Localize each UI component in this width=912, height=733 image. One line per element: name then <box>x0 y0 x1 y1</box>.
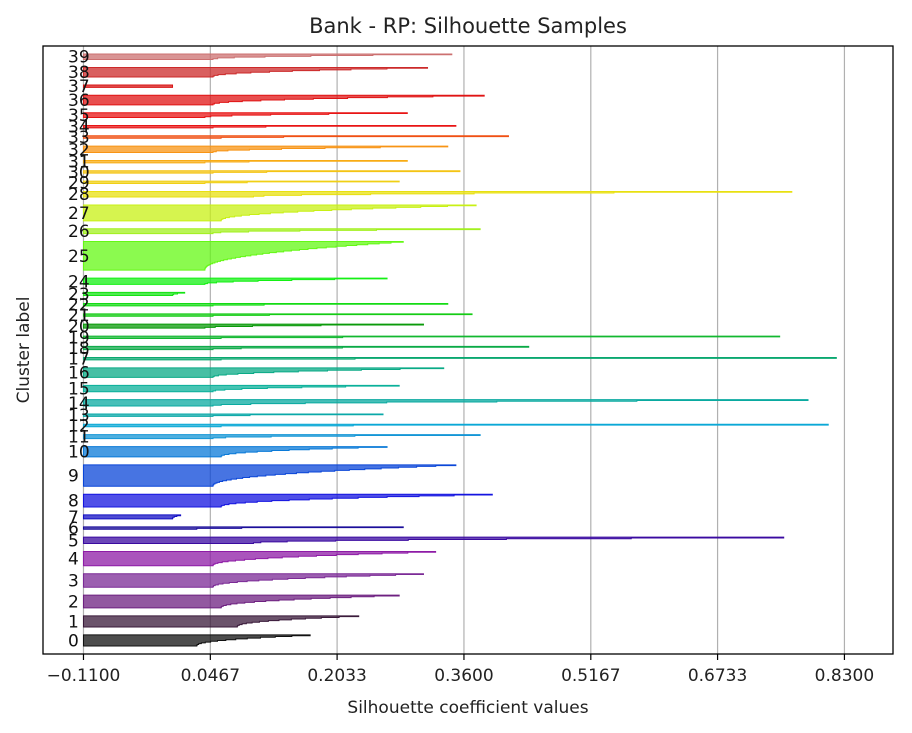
y-axis-label: Cluster label <box>14 297 34 404</box>
cluster-label-29: 29 <box>68 173 90 193</box>
silhouette-cluster-38 <box>82 66 429 78</box>
cluster-label-25: 25 <box>68 247 90 267</box>
silhouette-cluster-25 <box>82 241 404 271</box>
cluster-label-27: 27 <box>68 204 90 224</box>
silhouette-cluster-31 <box>82 159 408 164</box>
plot-frame <box>42 45 894 655</box>
silhouette-cluster-29 <box>82 180 400 184</box>
silhouette-cluster-34 <box>82 124 457 129</box>
chart-title: Bank - RP: Silhouette Samples <box>309 14 627 38</box>
cluster-labels: 0123456789101112131415161718192021222324… <box>68 48 90 652</box>
x-tick-label: 0.5167 <box>561 666 620 686</box>
silhouette-cluster-4 <box>82 550 437 567</box>
silhouette-plot-area <box>82 53 837 647</box>
x-tick-label: −0.1100 <box>47 666 121 686</box>
cluster-label-10: 10 <box>68 443 90 463</box>
silhouette-cluster-10 <box>82 446 388 458</box>
silhouette-cluster-1 <box>82 615 360 628</box>
silhouette-cluster-36 <box>82 94 485 106</box>
cluster-label-23: 23 <box>68 285 90 305</box>
x-tick-label: 0.6733 <box>688 666 747 686</box>
silhouette-cluster-28 <box>82 190 793 198</box>
silhouette-cluster-3 <box>82 573 424 588</box>
silhouette-cluster-39 <box>82 53 453 61</box>
silhouette-cluster-21 <box>82 313 473 317</box>
x-tick-label: 0.2033 <box>307 666 366 686</box>
cluster-label-17: 17 <box>68 350 90 370</box>
cluster-label-16: 16 <box>68 364 90 384</box>
silhouette-cluster-15 <box>82 384 400 393</box>
cluster-label-2: 2 <box>68 593 79 613</box>
cluster-label-26: 26 <box>68 222 90 242</box>
cluster-label-1: 1 <box>68 612 79 632</box>
cluster-label-32: 32 <box>68 140 90 160</box>
cluster-label-35: 35 <box>68 106 90 126</box>
cluster-label-34: 34 <box>68 118 90 138</box>
cluster-label-15: 15 <box>68 380 90 400</box>
cluster-label-24: 24 <box>68 272 90 292</box>
cluster-label-20: 20 <box>68 317 90 337</box>
silhouette-cluster-22 <box>82 303 449 307</box>
cluster-label-30: 30 <box>68 163 90 183</box>
cluster-label-19: 19 <box>68 328 90 348</box>
cluster-label-31: 31 <box>68 153 90 173</box>
cluster-label-39: 39 <box>68 48 90 68</box>
x-tick-label: 0.3600 <box>434 666 493 686</box>
silhouette-cluster-32 <box>82 145 449 153</box>
silhouette-cluster-37 <box>82 84 174 88</box>
silhouette-cluster-30 <box>82 170 461 174</box>
silhouette-cluster-19 <box>82 335 781 339</box>
cluster-label-6: 6 <box>68 519 79 539</box>
silhouette-cluster-23 <box>82 291 186 297</box>
silhouette-cluster-13 <box>82 413 384 417</box>
cluster-label-21: 21 <box>68 306 90 326</box>
cluster-label-14: 14 <box>68 394 90 414</box>
silhouette-cluster-8 <box>82 493 493 508</box>
silhouette-cluster-6 <box>82 526 404 530</box>
silhouette-cluster-2 <box>82 594 400 609</box>
cluster-label-13: 13 <box>68 406 90 426</box>
cluster-label-8: 8 <box>68 492 79 512</box>
cluster-label-28: 28 <box>68 185 90 205</box>
silhouette-cluster-18 <box>82 345 530 351</box>
cluster-label-22: 22 <box>68 296 90 316</box>
silhouette-cluster-17 <box>82 357 837 361</box>
cluster-label-5: 5 <box>68 531 79 551</box>
silhouette-cluster-24 <box>82 277 388 285</box>
x-tick-label: 0.8300 <box>815 666 874 686</box>
cluster-label-4: 4 <box>68 550 79 570</box>
silhouette-cluster-26 <box>82 228 481 235</box>
silhouette-cluster-5 <box>82 536 785 545</box>
cluster-label-38: 38 <box>68 63 90 83</box>
cluster-label-3: 3 <box>68 571 79 591</box>
cluster-label-9: 9 <box>68 467 79 487</box>
silhouette-cluster-35 <box>82 112 408 119</box>
silhouette-cluster-16 <box>82 367 445 378</box>
silhouette-cluster-27 <box>82 204 477 222</box>
x-axis-ticks: −0.1100 0.0467 0.2033 0.3600 0.5167 0.6733 0.8… <box>47 654 874 686</box>
silhouette-cluster-7 <box>82 514 182 520</box>
silhouette-cluster-9 <box>82 464 457 487</box>
silhouette-cluster-11 <box>82 434 481 440</box>
x-tick-label: 0.0467 <box>181 666 240 686</box>
cluster-label-11: 11 <box>68 428 90 448</box>
cluster-label-18: 18 <box>68 339 90 359</box>
cluster-label-12: 12 <box>68 417 90 437</box>
cluster-label-7: 7 <box>68 508 79 528</box>
silhouette-cluster-0 <box>82 634 311 647</box>
cluster-label-0: 0 <box>68 631 79 651</box>
silhouette-cluster-20 <box>82 323 424 329</box>
silhouette-cluster-33 <box>82 135 509 139</box>
x-axis-label: Silhouette coefficient values <box>347 698 588 718</box>
silhouette-cluster-14 <box>82 399 809 407</box>
silhouette-cluster-12 <box>82 423 829 428</box>
cluster-label-37: 37 <box>68 77 90 97</box>
cluster-label-36: 36 <box>68 91 90 111</box>
cluster-label-33: 33 <box>68 128 90 148</box>
